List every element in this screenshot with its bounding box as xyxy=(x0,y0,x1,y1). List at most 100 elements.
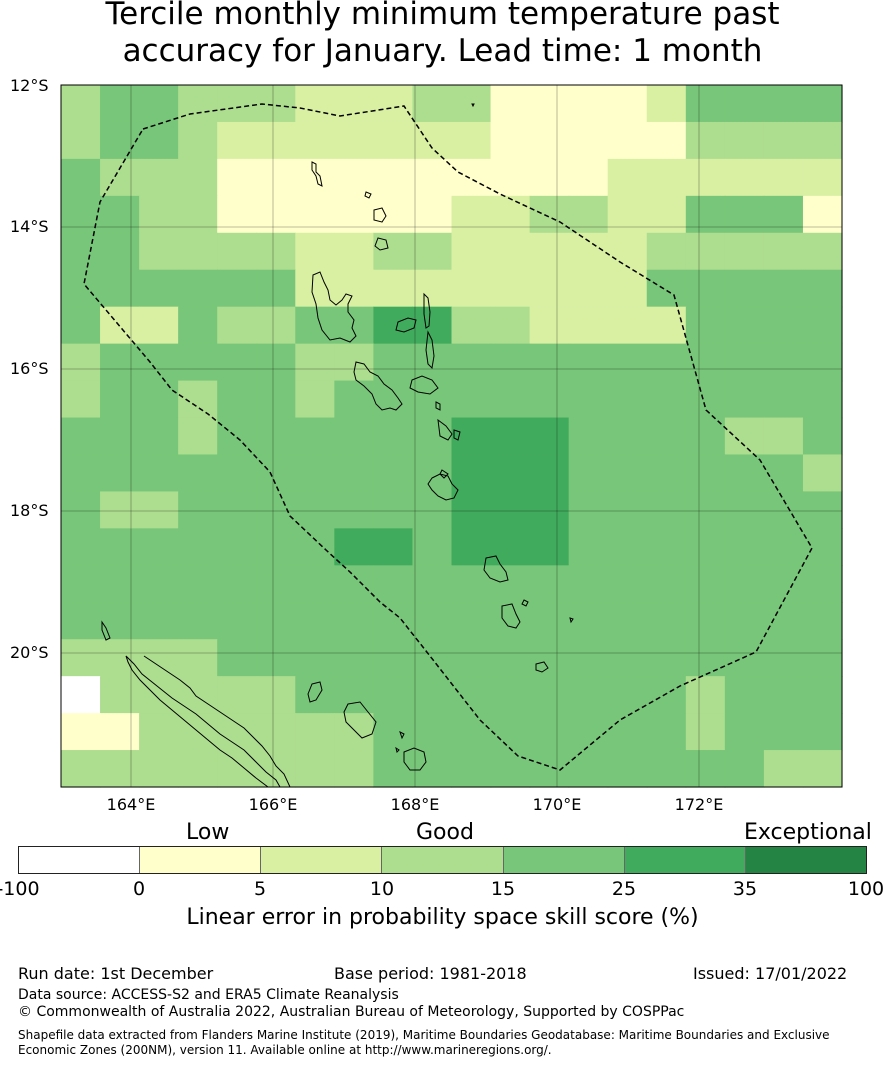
grid-cell xyxy=(646,713,687,751)
grid-cell xyxy=(412,565,453,603)
grid-cell xyxy=(373,380,414,419)
grid-cell xyxy=(451,195,492,234)
grid-cell xyxy=(763,417,804,456)
grid-cell xyxy=(412,454,453,493)
grid-cell xyxy=(568,750,609,788)
grid-cell xyxy=(685,85,726,123)
island-maewo xyxy=(423,292,431,329)
grid-cell xyxy=(100,528,140,566)
grid-cell xyxy=(763,713,804,751)
grid-cell xyxy=(61,121,101,160)
grid-cell xyxy=(178,602,218,640)
grid-cell xyxy=(802,306,843,345)
run-date: Run date: 1st December xyxy=(18,964,214,983)
colorbar-tick: 0 xyxy=(132,878,146,900)
grid-cell xyxy=(61,676,101,714)
lat-label-20s: 20°S xyxy=(10,643,49,662)
grid-cell xyxy=(763,85,804,123)
grid-cell xyxy=(802,85,843,123)
grid-cell xyxy=(607,306,648,345)
island-torres xyxy=(311,161,323,187)
grid-cell xyxy=(451,602,492,640)
grid-cell xyxy=(178,528,218,566)
grid-cell xyxy=(763,454,804,493)
colorbar-tick: 5 xyxy=(253,878,267,900)
grid-cell xyxy=(646,343,687,382)
grid-cell xyxy=(217,676,257,714)
grid-cell xyxy=(724,491,765,529)
grid-cell xyxy=(334,195,374,234)
colorbar-tick: 35 xyxy=(732,878,758,900)
grid-cell xyxy=(685,306,726,345)
skill-map xyxy=(60,84,843,788)
grid-cell xyxy=(412,232,453,271)
grid-cell xyxy=(646,380,687,419)
grid-cell xyxy=(217,528,257,566)
grid-cell xyxy=(451,417,492,456)
grid-cell xyxy=(529,121,570,160)
grid-cell xyxy=(295,565,335,603)
grid-cell xyxy=(490,158,531,197)
grid-cell xyxy=(217,491,257,529)
grid-cell xyxy=(529,676,570,714)
grid-cell xyxy=(61,417,101,456)
island-tanna xyxy=(501,603,521,629)
grid-cell xyxy=(685,454,726,493)
graticule xyxy=(61,85,842,787)
grid-cell xyxy=(256,602,296,640)
grid-cell xyxy=(568,306,609,345)
grid-cell xyxy=(646,417,687,456)
grid-cell xyxy=(802,121,843,160)
lon-label-172e: 172°E xyxy=(674,795,724,814)
grid-cell xyxy=(529,454,570,493)
grid-cell xyxy=(607,380,648,419)
grid-cell xyxy=(490,343,531,382)
grid-cell xyxy=(646,195,687,234)
grid-cell xyxy=(100,121,140,160)
grid-cell xyxy=(490,750,531,788)
grid-cell xyxy=(217,565,257,603)
grid-cell xyxy=(724,639,765,677)
grid-cell xyxy=(334,380,374,419)
grid-cell xyxy=(100,195,140,234)
grid-cell xyxy=(139,195,179,234)
grid-cell xyxy=(451,676,492,714)
grid-cell xyxy=(334,454,374,493)
grid-cell xyxy=(178,232,218,271)
grid-cell xyxy=(295,454,335,493)
grid-cell xyxy=(529,343,570,382)
island-futuna xyxy=(569,617,574,624)
grid-cell xyxy=(763,232,804,271)
colorbar-label: Linear error in probability space skill … xyxy=(186,905,699,930)
grid-cell xyxy=(373,639,414,677)
grid-cell xyxy=(178,491,218,529)
grid-cell xyxy=(724,417,765,456)
grid-cell xyxy=(607,195,648,234)
grid-cell xyxy=(217,306,257,345)
grid-cell xyxy=(334,417,374,456)
grid-cell xyxy=(295,380,335,419)
grid-cell xyxy=(61,380,101,419)
grid-cell xyxy=(139,602,179,640)
grid-cell xyxy=(139,676,179,714)
grid-cell xyxy=(724,528,765,566)
grid-cell xyxy=(295,417,335,456)
island-tongoa xyxy=(453,429,461,441)
grid-cell xyxy=(568,343,609,382)
grid-cell xyxy=(490,454,531,493)
island-ouvea xyxy=(307,681,323,703)
grid-cell xyxy=(178,380,218,419)
grid-cell xyxy=(100,232,140,271)
grid-cell xyxy=(256,454,296,493)
grid-cell xyxy=(295,232,335,271)
grid-cell xyxy=(217,343,257,382)
grid-cell xyxy=(529,195,570,234)
grid-cell xyxy=(217,85,257,123)
islands xyxy=(101,103,574,788)
grid-cell xyxy=(451,269,492,308)
grid-cell xyxy=(529,158,570,197)
grid-cell xyxy=(334,491,374,529)
grid-cell xyxy=(685,269,726,308)
colorbar-tick: 25 xyxy=(611,878,637,900)
grid-cell xyxy=(568,232,609,271)
